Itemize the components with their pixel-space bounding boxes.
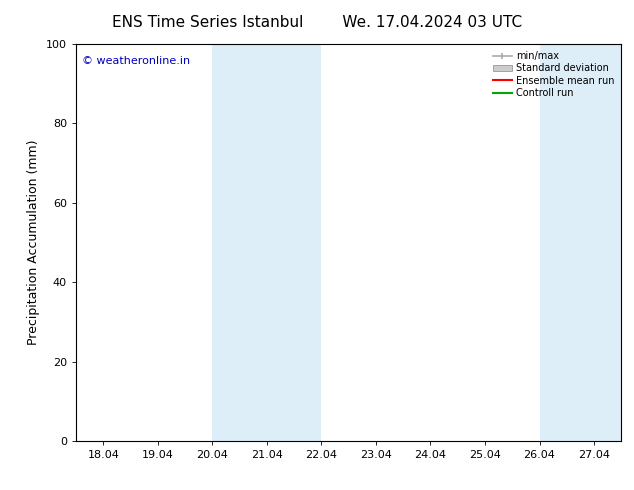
Legend: min/max, Standard deviation, Ensemble mean run, Controll run: min/max, Standard deviation, Ensemble me…	[491, 49, 616, 100]
Y-axis label: Precipitation Accumulation (mm): Precipitation Accumulation (mm)	[27, 140, 41, 345]
Text: © weatheronline.in: © weatheronline.in	[82, 56, 190, 66]
Bar	[212, 44, 321, 441]
Text: ENS Time Series Istanbul        We. 17.04.2024 03 UTC: ENS Time Series Istanbul We. 17.04.2024 …	[112, 15, 522, 30]
Bar	[540, 44, 621, 441]
